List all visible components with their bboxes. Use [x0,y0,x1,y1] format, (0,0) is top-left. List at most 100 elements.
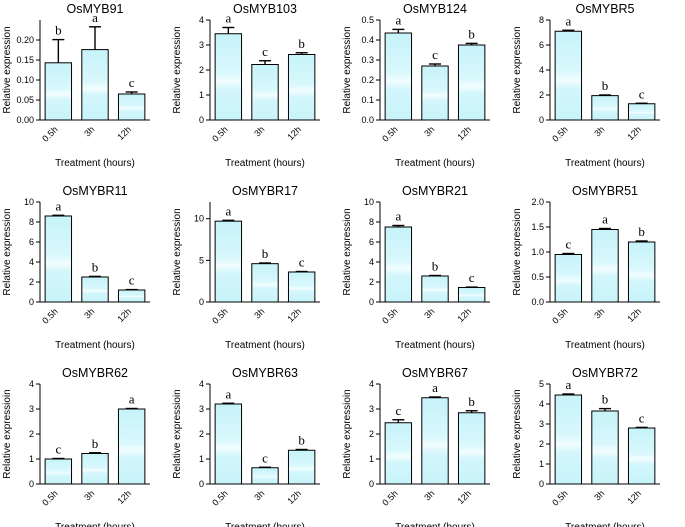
chart-title: OsMYBR17 [232,184,298,198]
bar [457,44,486,121]
y-tick-label: 0 [369,297,374,307]
y-tick-label: 4 [29,257,34,267]
y-tick-label: 2 [29,277,34,287]
y-axis-label: Relative expression [512,208,523,295]
y-tick-label: 4 [539,65,544,75]
y-tick-label: 0.1 [361,95,374,105]
x-tick-label: 12h [115,124,133,142]
bar [554,254,583,303]
y-tick-label: 10 [194,214,204,224]
x-tick-label: 3h [592,124,606,138]
significance-letter: b [262,246,269,261]
bar [457,287,486,303]
x-tick-label: 3h [252,488,266,502]
y-axis-label: Relative expression [2,208,13,295]
x-tick-label: 3h [252,306,266,320]
y-tick-label: 2 [199,429,204,439]
x-tick-label: 3h [422,306,436,320]
chart-title: OsMYBR5 [575,2,634,16]
y-tick-label: 4 [199,15,204,25]
x-tick-label: 3h [82,124,96,138]
significance-letter: c [129,75,135,90]
significance-letter: b [92,259,99,274]
bar [81,49,109,121]
x-axis-label: Treatment (hours) [55,158,135,169]
x-tick-label: 0.5h [210,124,229,143]
y-tick-label: 8 [29,217,34,227]
y-tick-label: 4 [369,379,374,389]
significance-letter: c [129,273,135,288]
significance-letter: c [262,44,268,59]
significance-letter: c [299,255,305,270]
x-tick-label: 12h [625,488,643,506]
y-tick-label: 0.5 [361,15,374,25]
bar [591,95,619,121]
y-tick-label: 2 [199,65,204,75]
x-tick-label: 12h [115,488,133,506]
y-tick-label: 0.15 [16,55,34,65]
x-tick-label: 12h [285,124,303,142]
x-tick-label: 3h [252,124,266,138]
y-tick-label: 2 [539,439,544,449]
y-tick-label: 1 [199,454,204,464]
significance-letter: b [298,36,305,51]
bar [591,410,619,485]
x-axis-label: Treatment (hours) [55,522,135,527]
significance-letter: c [55,442,61,457]
x-tick-label: 3h [422,124,436,138]
bar [627,103,656,121]
y-tick-label: 2.0 [531,197,544,207]
x-tick-label: 0.5h [40,124,59,143]
y-axis-label: Relative expressioin [342,389,353,479]
x-tick-label: 0.5h [550,124,569,143]
significance-letter: c [395,403,401,418]
x-tick-label: 0.5h [380,306,399,325]
x-tick-label: 12h [285,306,303,324]
x-tick-label: 0.5h [40,488,59,507]
y-tick-label: 6 [29,237,34,247]
y-tick-label: 2 [29,429,34,439]
y-tick-label: 0.05 [16,95,34,105]
y-tick-label: 1.5 [531,222,544,232]
y-tick-label: 0 [29,297,34,307]
y-tick-label: 1 [199,90,204,100]
y-tick-label: 0.00 [16,115,34,125]
significance-letter: a [565,13,571,28]
bar [421,397,449,485]
y-axis-label: Relative expressioin [172,389,183,479]
y-tick-label: 2 [539,90,544,100]
x-tick-label: 0.5h [550,488,569,507]
significance-letter: b [638,224,645,239]
chart-title: OsMYBR62 [62,366,128,380]
y-tick-label: 0.20 [16,35,34,45]
y-tick-label: 0 [29,479,34,489]
bar [214,33,243,121]
y-tick-label: 0.2 [361,75,374,85]
y-tick-label: 3 [539,419,544,429]
x-tick-label: 3h [592,306,606,320]
significance-letter: b [432,259,439,274]
bar [251,64,279,121]
y-axis-label: Relative expression [172,26,183,113]
y-tick-label: 0.5 [531,272,544,282]
bar [421,65,449,121]
significance-letter: b [602,392,609,407]
chart-title: OsMYBR72 [572,366,638,380]
y-tick-label: 0 [199,297,204,307]
y-axis-label: Relative expression [172,208,183,295]
bar [81,276,109,303]
y-tick-label: 3 [29,404,34,414]
x-tick-label: 3h [82,488,96,502]
bar [627,427,656,485]
chart-panel: OsMYB91 b 0.5h a 3h c 12h 0.00 0.05 0.10 0.15 0.20R… [2,2,150,169]
x-tick-label: 12h [625,124,643,142]
y-tick-label: 4 [199,379,204,389]
y-tick-label: 0 [539,479,544,489]
x-tick-label: 12h [455,306,473,324]
x-tick-label: 0.5h [210,488,229,507]
y-tick-label: 6 [539,40,544,50]
